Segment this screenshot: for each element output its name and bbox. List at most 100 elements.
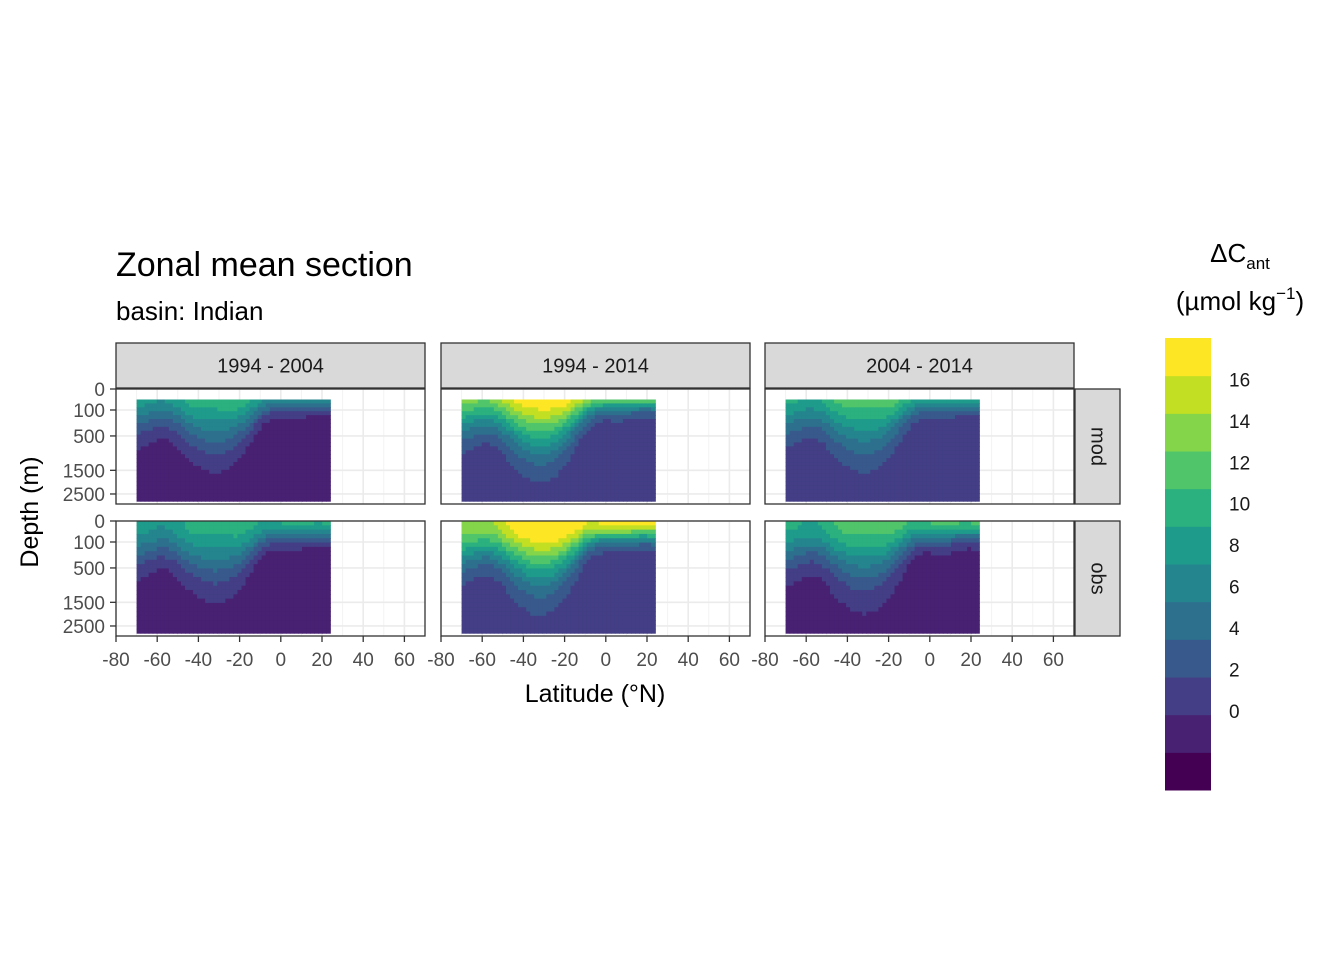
heatmap-cell bbox=[306, 430, 311, 436]
heatmap-cell bbox=[481, 434, 487, 440]
heatmap-cell bbox=[842, 477, 847, 483]
heatmap-cell bbox=[554, 458, 560, 463]
heatmap-cell bbox=[590, 399, 596, 405]
heatmap-cell bbox=[510, 415, 515, 420]
heatmap-cell bbox=[245, 419, 251, 424]
heatmap-cell bbox=[951, 434, 956, 440]
heatmap-cell bbox=[813, 465, 819, 471]
heatmap-cell bbox=[293, 473, 299, 479]
heatmap-cell bbox=[590, 434, 596, 440]
heatmap-cell bbox=[526, 485, 531, 490]
heatmap-cell bbox=[233, 577, 239, 582]
heatmap-cell bbox=[639, 489, 644, 494]
heatmap-cell bbox=[910, 458, 916, 463]
heatmap-cell bbox=[257, 434, 263, 440]
heatmap-cell bbox=[829, 442, 835, 447]
heatmap-cell bbox=[180, 450, 186, 455]
heatmap-cell bbox=[241, 477, 247, 483]
heatmap-cell bbox=[858, 403, 863, 408]
heatmap-cell bbox=[245, 465, 251, 471]
heatmap-cell bbox=[245, 581, 251, 587]
heatmap-cell bbox=[854, 415, 859, 420]
heatmap-cell bbox=[894, 446, 900, 451]
heatmap-cell bbox=[526, 458, 531, 463]
heatmap-cell bbox=[156, 611, 162, 617]
heatmap-cell bbox=[618, 411, 624, 416]
heatmap-cell bbox=[297, 469, 303, 475]
heatmap-cell bbox=[570, 422, 576, 428]
heatmap-cell bbox=[241, 525, 247, 531]
heatmap-cell bbox=[606, 454, 612, 459]
heatmap-cell bbox=[846, 458, 851, 463]
heatmap-cell bbox=[140, 434, 146, 440]
heatmap-cell bbox=[237, 598, 243, 604]
heatmap-cell bbox=[594, 462, 600, 467]
heatmap-cell bbox=[156, 538, 162, 544]
heatmap-cell bbox=[245, 415, 251, 420]
heatmap-cell bbox=[518, 430, 523, 436]
heatmap-cell bbox=[914, 419, 920, 424]
heatmap-cell bbox=[461, 426, 467, 432]
heatmap-cell bbox=[793, 430, 799, 436]
heatmap-cell bbox=[249, 628, 255, 634]
heatmap-cell bbox=[801, 407, 807, 412]
heatmap-cell bbox=[306, 521, 311, 526]
heatmap-cell bbox=[643, 434, 648, 440]
heatmap-cell bbox=[914, 426, 920, 432]
heatmap-cell bbox=[302, 624, 307, 630]
heatmap-cell bbox=[514, 489, 519, 494]
heatmap-cell bbox=[493, 419, 499, 424]
heatmap-cell bbox=[136, 477, 142, 483]
heatmap-cell bbox=[473, 485, 479, 490]
heatmap-cell bbox=[550, 450, 555, 455]
heatmap-cell bbox=[217, 497, 222, 502]
heatmap-cell bbox=[225, 624, 230, 630]
heatmap-cell bbox=[963, 442, 968, 447]
heatmap-cell bbox=[975, 426, 980, 432]
heatmap-cell bbox=[213, 469, 218, 475]
heatmap-cell bbox=[180, 598, 186, 604]
heatmap-cell bbox=[193, 594, 198, 600]
heatmap-cell bbox=[197, 434, 202, 440]
heatmap-cell bbox=[554, 426, 560, 432]
heatmap-cell bbox=[241, 419, 247, 424]
heatmap-cell bbox=[310, 620, 315, 626]
heatmap-cell bbox=[302, 607, 307, 613]
heatmap-cell bbox=[156, 589, 162, 595]
heatmap-cell bbox=[285, 529, 291, 535]
heatmap-cell bbox=[229, 542, 235, 548]
heatmap-cell bbox=[493, 462, 499, 467]
heatmap-cell bbox=[801, 399, 807, 405]
heatmap-cell bbox=[180, 594, 186, 600]
heatmap-cell bbox=[322, 489, 327, 494]
heatmap-cell bbox=[493, 438, 499, 444]
heatmap-cell bbox=[193, 581, 198, 587]
heatmap-cell bbox=[647, 497, 652, 502]
heatmap-cell bbox=[205, 598, 210, 604]
heatmap-cell bbox=[582, 481, 588, 487]
heatmap-cell bbox=[281, 551, 287, 557]
heatmap-cell bbox=[606, 473, 612, 479]
heatmap-cell bbox=[156, 598, 162, 604]
heatmap-cell bbox=[257, 415, 263, 420]
heatmap-cell bbox=[797, 399, 803, 405]
heatmap-cell bbox=[213, 521, 218, 526]
heatmap-cell bbox=[789, 403, 795, 408]
heatmap-cell bbox=[934, 442, 940, 447]
heatmap-cell bbox=[797, 442, 803, 447]
heatmap-cell bbox=[505, 481, 511, 487]
heatmap-cell bbox=[922, 407, 928, 412]
heatmap-cell bbox=[217, 594, 222, 600]
heatmap-cell bbox=[148, 525, 154, 531]
heatmap-cell bbox=[148, 399, 154, 405]
heatmap-cell bbox=[639, 477, 644, 483]
heatmap-cell bbox=[160, 598, 166, 604]
heatmap-cell bbox=[297, 538, 303, 544]
heatmap-cell bbox=[647, 477, 652, 483]
heatmap-cell bbox=[205, 407, 210, 412]
heatmap-cell bbox=[930, 469, 936, 475]
heatmap-cell bbox=[793, 465, 799, 471]
heatmap-cell bbox=[180, 403, 186, 408]
heatmap-cell bbox=[314, 462, 319, 467]
heatmap-cell bbox=[217, 559, 222, 565]
